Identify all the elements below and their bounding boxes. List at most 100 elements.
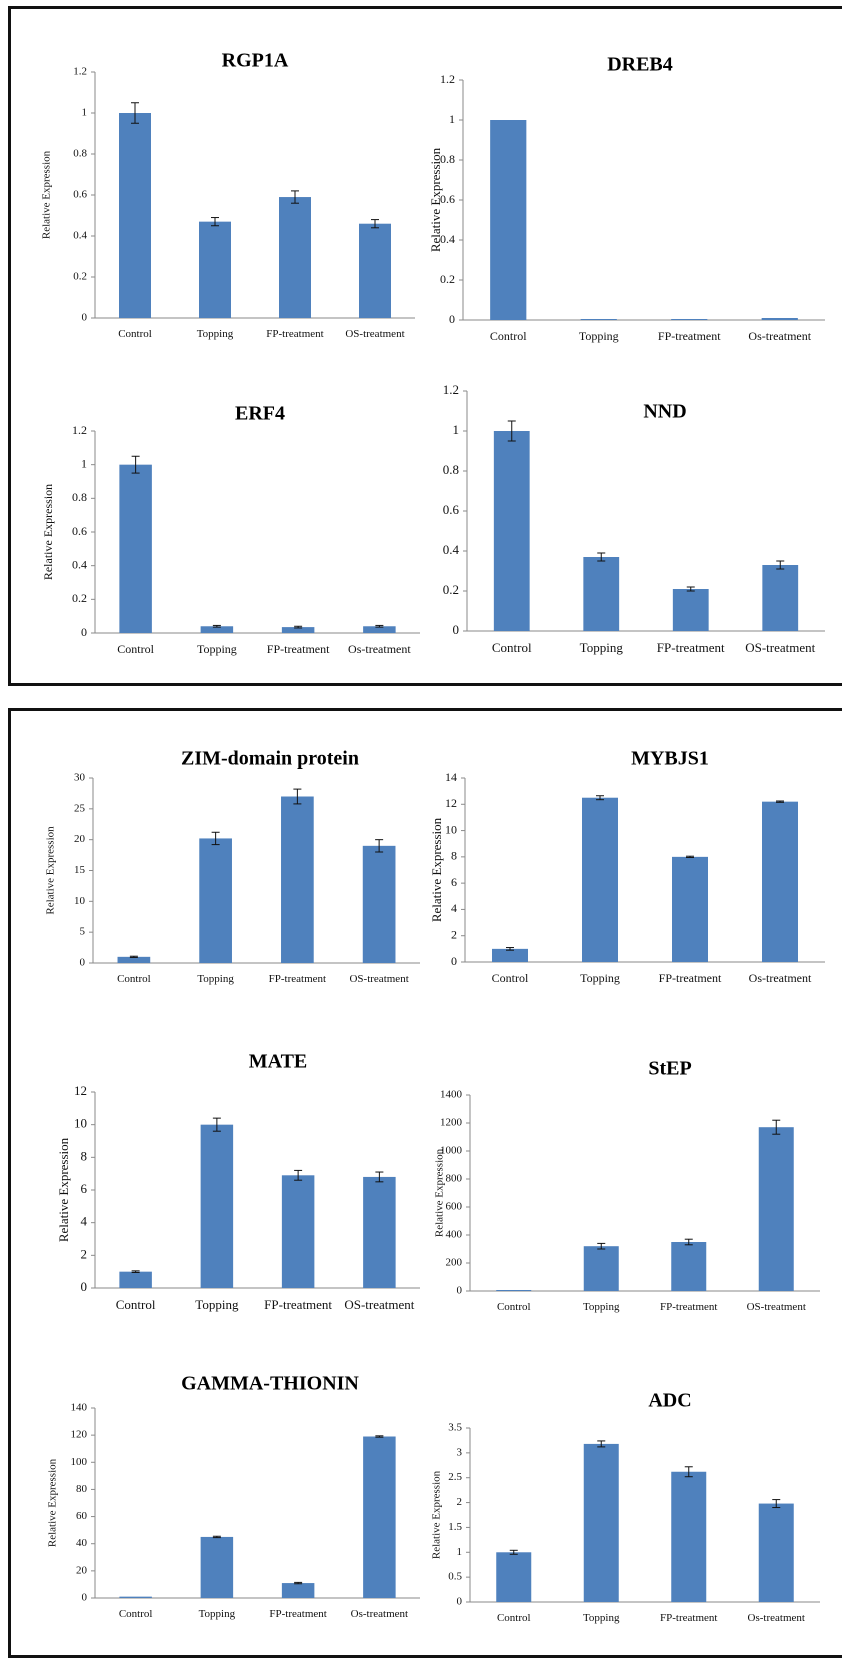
error-bar (212, 1535, 221, 1539)
bar (492, 948, 528, 962)
x-tick-label: Os-treatment (748, 1612, 805, 1624)
error-bar (129, 955, 138, 958)
y-axis-label: Relative Expression (429, 817, 444, 922)
y-tick-label: 1.2 (73, 66, 87, 78)
y-tick-label: 0.6 (443, 502, 460, 517)
x-tick-label: Topping (583, 1612, 620, 1624)
y-tick-label: 0 (451, 954, 457, 968)
y-tick-label: 14 (445, 770, 457, 784)
chart-title: ERF4 (235, 403, 285, 425)
y-tick-label: 60 (76, 1510, 88, 1522)
chart-title: MYBJS1 (631, 748, 709, 770)
chart-mybjs1: MYBJS1 0 2 4 6 8 10 12 14 Relative Expression Cont… (425, 740, 835, 995)
y-tick-label: 1 (449, 112, 455, 126)
bar (671, 1242, 707, 1291)
bar (672, 856, 708, 962)
y-tick-label: 0 (81, 1279, 88, 1294)
error-bar (597, 552, 606, 562)
error-bar (772, 1119, 781, 1135)
error-bar (772, 1499, 781, 1509)
y-tick-label: 20 (76, 1564, 88, 1576)
error-bar (211, 217, 219, 227)
x-tick-label: Topping (579, 329, 619, 343)
y-tick-label: 0.2 (443, 582, 459, 597)
chart-svg: NND 0 0.2 0.4 0.6 0.8 1 1.2 Control Topping FP-tre… (443, 382, 825, 655)
y-tick-label: 0.4 (443, 542, 460, 557)
error-bar (596, 795, 604, 801)
y-tick-label: 0 (82, 312, 88, 324)
x-tick-label: Control (117, 973, 151, 985)
y-axis-label: Relative Expression (434, 1148, 446, 1237)
chart-gamma-thionin: GAMMA-THIONIN 0 20 40 60 80 100 120 140 Relative … (25, 1365, 425, 1635)
chart-nnd: NND 0 0.2 0.4 0.6 0.8 1 1.2 Control Topping FP-tre… (425, 382, 835, 665)
y-tick-label: 0.8 (440, 152, 455, 166)
error-bar (294, 1169, 303, 1181)
bar (672, 589, 709, 631)
y-tick-label: 0 (82, 1592, 88, 1604)
x-tick-label: OS-treatment (747, 1301, 806, 1313)
y-tick-label: 0 (449, 312, 455, 326)
y-tick-label: 600 (446, 1201, 463, 1213)
bar (758, 1127, 794, 1291)
chart-svg: GAMMA-THIONIN 0 20 40 60 80 100 120 140 Relative … (47, 1373, 420, 1620)
y-tick-label: 1000 (440, 1145, 463, 1157)
x-tick-label: Topping (580, 640, 624, 655)
bar (200, 1536, 234, 1598)
y-tick-label: 800 (446, 1173, 463, 1185)
chart-rgp1a: RGP1A 0 0.2 0.4 0.6 0.8 1 1.2 Relative Expressio… (25, 50, 425, 340)
bar (119, 1596, 152, 1598)
y-tick-label: 3.5 (448, 1422, 462, 1434)
bar (119, 464, 152, 633)
y-tick-label: 2.5 (448, 1471, 462, 1483)
chart-svg: StEP 0 200 400 600 800 1000 1200 1400 Relative Ex… (434, 1058, 820, 1313)
chart-title: NND (643, 401, 686, 423)
y-tick-label: 1200 (440, 1117, 463, 1129)
chart-svg: ERF4 0 0.2 0.4 0.6 0.8 1 1.2 Relative Expression… (41, 403, 420, 656)
y-tick-label: 12 (74, 1083, 87, 1098)
y-tick-label: 0.6 (72, 524, 87, 538)
y-tick-label: 0 (80, 957, 86, 969)
error-bar (375, 1171, 384, 1183)
y-tick-label: 120 (71, 1429, 88, 1441)
chart-title: StEP (648, 1058, 691, 1080)
chart-svg: ADC 0 0.5 1 1.5 2 2.5 3 3.5 Relative Expression Co… (431, 1390, 820, 1624)
y-tick-label: 400 (446, 1229, 463, 1241)
bar (363, 626, 396, 633)
x-tick-label: Topping (580, 971, 620, 985)
bar (761, 318, 798, 320)
y-tick-label: 1400 (440, 1089, 463, 1101)
bar (200, 1124, 234, 1288)
bar (762, 801, 798, 962)
x-tick-label: Control (492, 971, 529, 985)
error-bar (506, 947, 514, 951)
error-bar (371, 219, 379, 229)
chart-title: ZIM-domain protein (181, 748, 359, 770)
y-tick-label: 12 (445, 796, 457, 810)
y-tick-label: 140 (71, 1402, 88, 1414)
x-tick-label: Control (492, 640, 532, 655)
y-tick-label: 100 (71, 1456, 88, 1468)
error-bar (684, 1466, 693, 1478)
bar (583, 1246, 619, 1291)
x-tick-label: FP-treatment (269, 1608, 326, 1620)
bar (199, 838, 232, 963)
y-tick-label: 1 (82, 107, 88, 119)
error-bar (776, 800, 784, 803)
bar (671, 319, 708, 320)
y-tick-label: 10 (445, 822, 457, 836)
error-bar (507, 420, 516, 442)
y-tick-label: 0.6 (73, 189, 87, 201)
x-tick-label: FP-treatment (660, 1301, 717, 1313)
y-axis-label: Relative Expression (41, 484, 55, 580)
bar (758, 1503, 794, 1602)
bar (281, 627, 315, 633)
x-tick-label: Topping (199, 1608, 236, 1620)
error-bar (291, 190, 299, 204)
y-tick-label: 6 (81, 1181, 88, 1196)
y-tick-label: 0.8 (73, 148, 87, 160)
x-tick-label: OS-treatment (344, 1297, 414, 1312)
y-tick-label: 0.2 (72, 591, 87, 605)
bar (200, 626, 234, 633)
error-bar (684, 1238, 693, 1246)
x-tick-label: FP-treatment (264, 1297, 332, 1312)
